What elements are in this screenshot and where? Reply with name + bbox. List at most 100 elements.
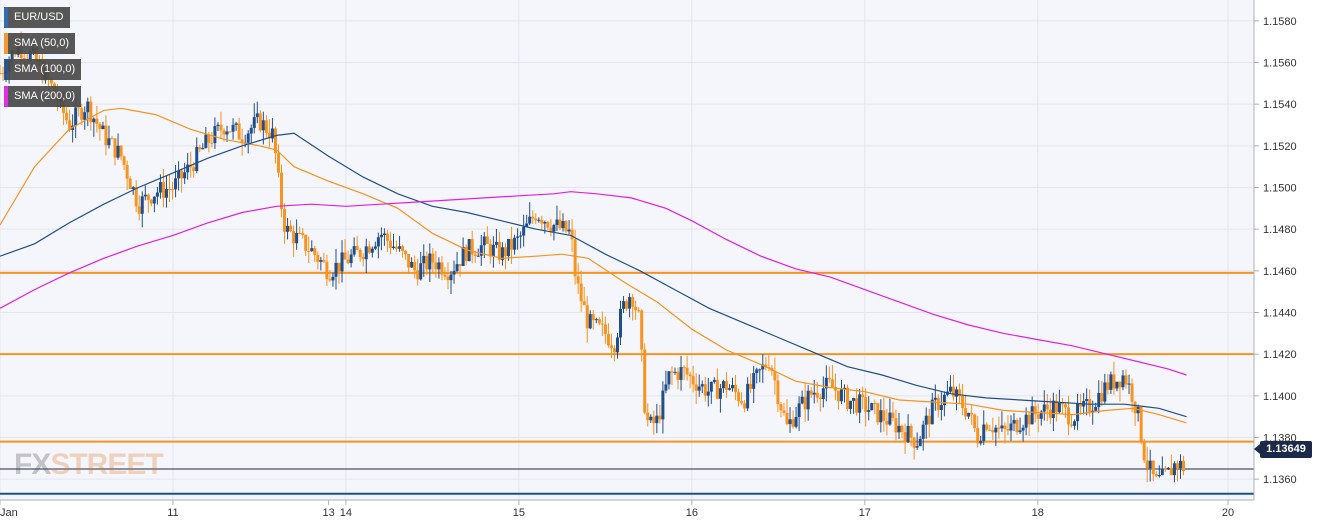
candle-body [855, 398, 859, 413]
candle-body [570, 229, 574, 240]
candle-body [240, 139, 244, 144]
y-tick-label: 1.1400 [1263, 391, 1297, 403]
candle-body [292, 231, 296, 244]
candle-body [128, 178, 132, 189]
candle-body [634, 306, 638, 311]
candle-body [903, 432, 907, 442]
candle-body [625, 301, 629, 309]
candle-body [951, 386, 955, 397]
candle-body [1070, 424, 1074, 426]
candle-body [258, 113, 262, 131]
candle-body [546, 222, 550, 228]
candle-body [721, 381, 725, 389]
candles [0, 31, 1186, 483]
candle-body [746, 383, 750, 409]
candle-body [482, 236, 486, 246]
x-tick-label: 16 [686, 507, 698, 519]
candle-body [0, 72, 2, 74]
candle-body [340, 252, 344, 272]
candle-body [1085, 399, 1089, 402]
candle-body [155, 192, 159, 197]
candle-body [740, 401, 744, 404]
candle-body [731, 384, 735, 389]
candle-body [927, 415, 931, 425]
candle-body [22, 58, 26, 60]
candle-body [322, 260, 326, 262]
candle-body [379, 234, 383, 238]
legend-item-sma-50[interactable]: SMA (50,0) [4, 33, 76, 54]
candle-body [652, 416, 656, 424]
x-tick-label: 11 [167, 507, 178, 519]
candle-body [718, 388, 722, 399]
candle-body [231, 124, 235, 132]
candle-body [1054, 400, 1058, 413]
candle-body [273, 128, 277, 154]
candle-body [1182, 460, 1186, 471]
candle-body [970, 412, 974, 415]
candle-body [286, 225, 290, 232]
candle-body [761, 364, 765, 370]
candle-body [422, 255, 426, 264]
fxstreet-watermark: FXSTREET [14, 448, 164, 481]
candle-body [1057, 403, 1061, 413]
candle-body [552, 224, 556, 232]
candle-body [204, 134, 208, 148]
candle-body [688, 374, 692, 377]
candle-body [764, 364, 768, 368]
candle-body [982, 424, 986, 441]
candle-body [622, 301, 626, 309]
candle-body [876, 403, 880, 423]
candle-body [818, 397, 822, 400]
candle-body [361, 257, 365, 260]
candle-body [385, 233, 389, 241]
candle-body [582, 301, 586, 306]
candle-body [158, 182, 162, 193]
candle-body [658, 415, 662, 420]
candle-body [228, 131, 232, 133]
candle-body [213, 126, 217, 144]
candle-body [600, 323, 604, 325]
candle-body [225, 131, 229, 135]
candle-body [543, 222, 547, 224]
candle-body [280, 172, 284, 210]
candle-body [261, 120, 265, 131]
candle-body [1000, 425, 1004, 429]
candle-body [1151, 460, 1155, 475]
candle-body [440, 262, 444, 275]
legend-item-symbol[interactable]: EUR/USD [4, 7, 70, 28]
candle-body [1100, 393, 1104, 402]
candle-body [797, 403, 801, 418]
candle-body [161, 182, 165, 198]
candle-body [667, 371, 671, 385]
candle-body [428, 253, 432, 270]
candle-body [727, 388, 731, 390]
candle-body [92, 118, 96, 123]
candle-body [954, 389, 958, 397]
candle-body [930, 399, 934, 425]
legend-item-sma-200[interactable]: SMA (200,0) [4, 86, 82, 107]
candle-body [691, 376, 695, 385]
legend-item-sma-100[interactable]: SMA (100,0) [4, 59, 82, 80]
candle-body [164, 189, 168, 198]
candle-body [513, 237, 517, 250]
candle-body [576, 276, 580, 284]
candle-body [976, 428, 980, 444]
candle-body [119, 145, 123, 157]
candle-body [1003, 425, 1007, 429]
candle-body [1166, 467, 1170, 470]
candle-body [373, 246, 377, 249]
candle-body [152, 196, 156, 204]
candle-body [661, 390, 665, 420]
candle-body [776, 380, 780, 405]
y-tick-label: 1.1420 [1263, 349, 1297, 361]
candle-body [101, 125, 105, 130]
candle-body [497, 241, 501, 260]
candle-body [131, 187, 135, 189]
candle-body [973, 414, 977, 429]
candle-body [1063, 404, 1067, 408]
candle-body [388, 240, 392, 249]
candle-body [86, 101, 90, 113]
candle-body [391, 246, 395, 249]
candle-body [643, 349, 647, 413]
candle-body [346, 259, 350, 264]
